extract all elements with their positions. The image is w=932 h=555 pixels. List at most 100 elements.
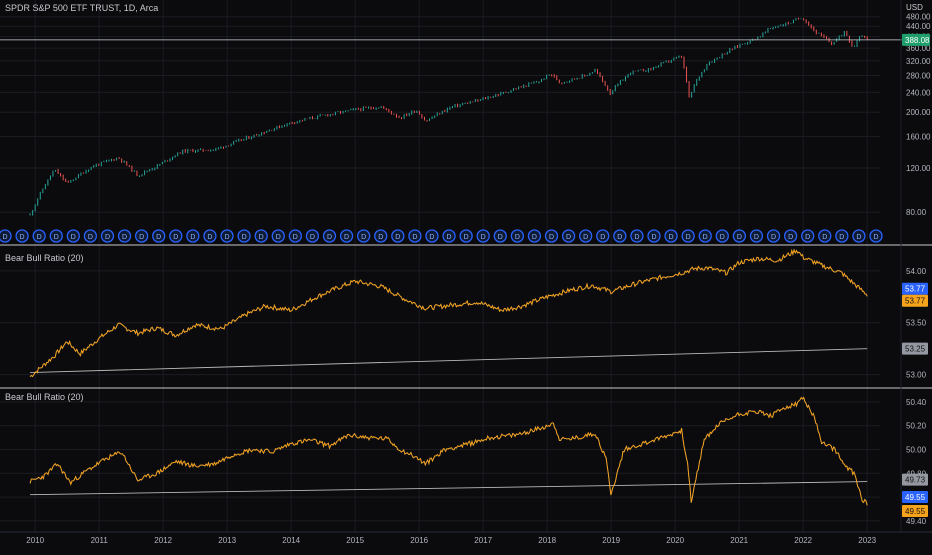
dividend-marker-icon[interactable]: [818, 229, 832, 243]
dividend-marker-icon[interactable]: [391, 229, 405, 243]
dividend-marker-label: D: [361, 234, 366, 241]
dividend-marker-icon[interactable]: [356, 229, 371, 243]
dividend-marker-icon[interactable]: [766, 229, 781, 243]
dividend-marker-label: D: [412, 234, 417, 241]
dividend-marker-icon[interactable]: [271, 229, 285, 243]
dividend-marker-icon[interactable]: [186, 229, 200, 243]
dividend-marker-label: D: [156, 234, 161, 241]
dividend-marker-icon[interactable]: [459, 229, 473, 243]
dividend-marker-label: D: [88, 234, 93, 241]
dividend-marker-label: D: [856, 234, 861, 241]
dividend-marker-icon[interactable]: [237, 229, 251, 243]
dividend-marker-icon[interactable]: [732, 229, 747, 243]
dividend-marker-label: D: [37, 234, 42, 241]
dividend-marker-icon[interactable]: [288, 229, 302, 243]
time-tick-label: 2022: [794, 536, 812, 545]
dividend-marker-icon[interactable]: [169, 229, 183, 243]
symbol-title: SPDR S&P 500 ETF TRUST, 1D, Arca: [5, 3, 159, 13]
indicator-tick-label: 50.00: [906, 445, 927, 454]
dividend-marker-label: D: [686, 234, 691, 241]
dividend-marker-icon[interactable]: [339, 229, 354, 243]
time-tick-label: 2012: [154, 536, 172, 545]
dividend-marker-icon[interactable]: [408, 229, 422, 243]
dividend-marker-icon[interactable]: [749, 229, 764, 243]
dividend-marker-icon[interactable]: [561, 229, 576, 243]
dividend-marker-label: D: [447, 234, 452, 241]
indicator1-badge-orange-label: 53.77: [905, 297, 926, 306]
price-tick-label: 80.00: [906, 208, 927, 217]
dividend-marker-icon[interactable]: [715, 229, 729, 243]
dividend-marker-icon[interactable]: [0, 229, 12, 243]
dividend-marker-icon[interactable]: [203, 229, 217, 243]
dividend-marker-label: D: [173, 234, 178, 241]
dividend-marker-icon[interactable]: [510, 229, 525, 243]
dividend-marker-label: D: [139, 234, 144, 241]
dividend-marker-icon[interactable]: [476, 229, 490, 243]
dividend-marker-icon[interactable]: [442, 229, 456, 243]
dividend-marker-icon[interactable]: [801, 229, 815, 243]
dividend-marker-icon[interactable]: [783, 229, 798, 243]
price-tick-label: 240.00: [906, 88, 931, 97]
indicator-baseline: [30, 348, 868, 373]
dividend-marker-icon[interactable]: [835, 229, 849, 243]
time-tick-label: 2011: [91, 536, 109, 545]
time-tick-label: 2021: [730, 536, 748, 545]
dividend-marker-icon[interactable]: [630, 229, 644, 243]
currency-label: USD: [906, 3, 923, 12]
time-tick-label: 2017: [474, 536, 492, 545]
indicator-series-line: [29, 396, 868, 506]
dividend-marker-icon[interactable]: [425, 229, 439, 243]
dividend-marker-icon[interactable]: [66, 229, 80, 243]
dividend-marker-icon[interactable]: [117, 229, 132, 243]
dividend-marker-icon[interactable]: [15, 229, 29, 243]
dividend-marker-label: D: [429, 234, 434, 241]
indicator-title-pane2: Bear Bull Ratio (20): [5, 253, 84, 263]
dividend-marker-icon[interactable]: [852, 229, 866, 243]
dividend-marker-label: D: [464, 234, 469, 241]
dividend-marker-label: D: [190, 234, 195, 241]
dividend-marker-icon[interactable]: [698, 229, 712, 243]
dividend-marker-icon[interactable]: [83, 229, 98, 243]
dividend-marker-icon[interactable]: [493, 229, 507, 243]
dividend-marker-icon[interactable]: [134, 229, 149, 243]
dividend-marker-label: D: [873, 234, 878, 241]
price-tick-label: 480.00: [906, 13, 931, 22]
dividend-marker-label: D: [771, 234, 776, 241]
dividend-marker-label: D: [327, 234, 332, 241]
dividend-marker-icon[interactable]: [681, 229, 695, 243]
time-tick-label: 2014: [282, 536, 300, 545]
dividend-marker-icon[interactable]: [49, 229, 63, 243]
dividend-marker-label: D: [224, 234, 229, 241]
dividend-marker-label: D: [720, 234, 725, 241]
dividend-marker-label: D: [634, 234, 639, 241]
dividend-marker-icon[interactable]: [100, 229, 115, 243]
dividend-marker-icon[interactable]: [544, 229, 559, 243]
dividend-marker-label: D: [754, 234, 759, 241]
dividend-marker-label: D: [310, 234, 315, 241]
indicator1-badge-gray-label: 53.25: [905, 345, 926, 354]
dividend-marker-icon[interactable]: [220, 229, 234, 243]
indicator-baseline: [30, 481, 868, 496]
indicator2-badge-gray: [902, 473, 928, 486]
indicator1-badge-blue: [902, 282, 928, 295]
dividend-marker-icon[interactable]: [613, 229, 627, 243]
dividend-marker-icon[interactable]: [596, 229, 610, 243]
dividend-marker-icon[interactable]: [664, 229, 678, 243]
dividend-marker-label: D: [54, 234, 59, 241]
dividend-marker-icon[interactable]: [869, 229, 883, 243]
dividend-marker-icon[interactable]: [374, 229, 388, 243]
dividend-marker-icon[interactable]: [254, 229, 268, 243]
time-tick-label: 2013: [218, 536, 236, 545]
dividend-marker-icon[interactable]: [527, 229, 542, 243]
dividend-marker-icon[interactable]: [647, 229, 661, 243]
dividend-marker-icon[interactable]: [152, 229, 166, 243]
dividend-marker-icon[interactable]: [579, 229, 593, 243]
price-tick-label: 320.00: [906, 57, 931, 66]
dividend-marker-icon[interactable]: [322, 229, 337, 243]
price-tick-label: 160.00: [906, 133, 931, 142]
dividend-marker-icon[interactable]: [32, 229, 46, 243]
dividend-marker-icon[interactable]: [305, 229, 320, 243]
